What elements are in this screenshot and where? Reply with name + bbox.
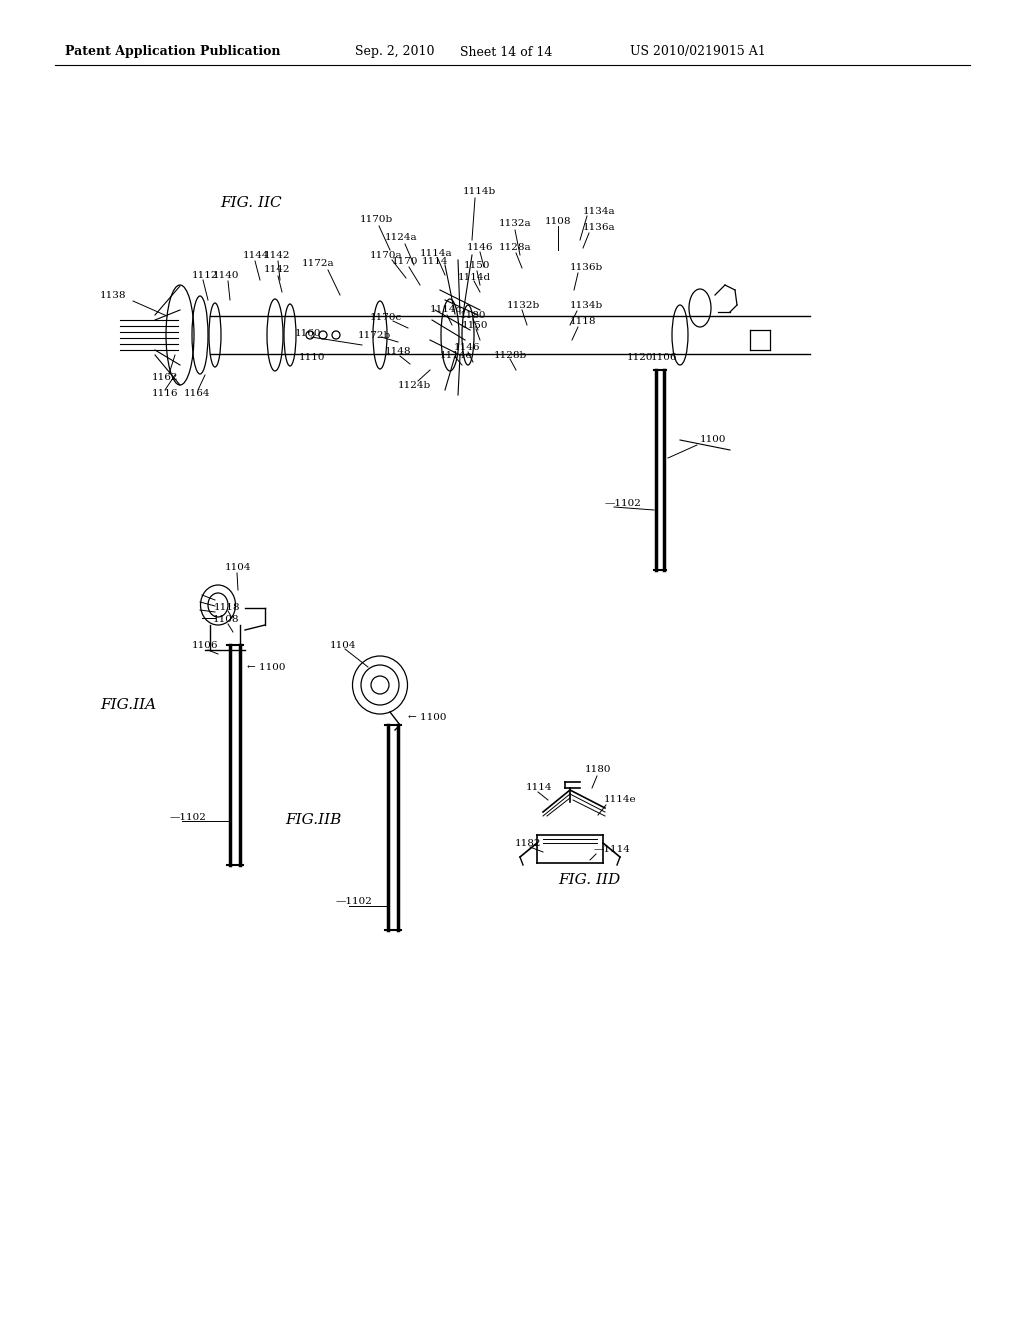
Text: 1180: 1180 [585, 766, 611, 775]
Text: FIG. IIC: FIG. IIC [220, 195, 282, 210]
Text: 1134a: 1134a [583, 206, 615, 215]
Text: 1114b: 1114b [463, 187, 497, 197]
Text: —1102: —1102 [336, 898, 373, 907]
Text: 1146: 1146 [454, 343, 480, 352]
Text: 1114e: 1114e [604, 796, 637, 804]
Text: 1114e: 1114e [440, 351, 473, 359]
Text: —1102: —1102 [170, 813, 207, 822]
Text: 1104: 1104 [225, 564, 252, 573]
Text: 1120: 1120 [627, 352, 653, 362]
Text: 1148: 1148 [385, 347, 412, 356]
Text: Sheet 14 of 14: Sheet 14 of 14 [460, 45, 552, 58]
Text: ← 1100: ← 1100 [408, 714, 446, 722]
Text: 1182: 1182 [515, 838, 542, 847]
Text: 1150: 1150 [464, 261, 490, 271]
Text: 1106: 1106 [651, 352, 678, 362]
Text: 1114a: 1114a [420, 248, 453, 257]
Text: 1180: 1180 [460, 310, 486, 319]
Text: FIG.IIA: FIG.IIA [100, 698, 156, 711]
Text: 1134b: 1134b [570, 301, 603, 310]
Text: —1102: —1102 [605, 499, 642, 508]
Text: 1124b: 1124b [398, 380, 431, 389]
Text: 1112: 1112 [193, 272, 218, 281]
Text: 1114c: 1114c [430, 305, 462, 314]
Text: 1172b: 1172b [358, 330, 391, 339]
Text: 1128a: 1128a [499, 243, 531, 252]
Text: 1110: 1110 [299, 352, 326, 362]
Text: 1170a: 1170a [370, 251, 402, 260]
Text: 1132a: 1132a [499, 219, 531, 228]
Text: 1164: 1164 [184, 388, 211, 397]
Text: 1114: 1114 [526, 783, 553, 792]
Text: 1142: 1142 [264, 265, 291, 275]
Text: 1104: 1104 [330, 640, 356, 649]
Text: FIG. IID: FIG. IID [558, 873, 621, 887]
Text: US 2010/0219015 A1: US 2010/0219015 A1 [630, 45, 766, 58]
Text: FIG.IIB: FIG.IIB [285, 813, 341, 828]
Text: 1116: 1116 [152, 388, 178, 397]
Text: 1170b: 1170b [360, 215, 393, 224]
Text: 1132b: 1132b [507, 301, 541, 309]
Text: Sep. 2, 2010: Sep. 2, 2010 [355, 45, 434, 58]
Text: 1142: 1142 [264, 251, 291, 260]
Text: 1106: 1106 [193, 640, 218, 649]
Text: 1118: 1118 [214, 602, 241, 611]
Text: 1144: 1144 [243, 251, 269, 260]
Text: 1114d: 1114d [458, 273, 492, 282]
Text: —1114: —1114 [594, 846, 631, 854]
Text: 1124a: 1124a [385, 234, 418, 243]
Text: 1108: 1108 [545, 216, 571, 226]
Text: 1136a: 1136a [583, 223, 615, 232]
Text: 1170: 1170 [392, 257, 419, 267]
Text: 1114: 1114 [422, 257, 449, 267]
Text: 1108: 1108 [213, 615, 240, 624]
Text: 1172a: 1172a [302, 260, 335, 268]
Text: ← 1100: ← 1100 [247, 663, 286, 672]
Text: Patent Application Publication: Patent Application Publication [65, 45, 281, 58]
Text: 1146: 1146 [467, 243, 494, 252]
Text: 1100: 1100 [700, 436, 726, 445]
Text: 1150: 1150 [462, 321, 488, 330]
Text: 1160: 1160 [295, 329, 322, 338]
Text: 1118: 1118 [570, 318, 597, 326]
Text: 1128b: 1128b [494, 351, 527, 359]
Text: 1170c: 1170c [370, 314, 402, 322]
Text: 1136b: 1136b [570, 264, 603, 272]
Text: 1140: 1140 [213, 272, 240, 281]
Text: 1162: 1162 [152, 374, 178, 383]
Text: 1138: 1138 [100, 292, 127, 301]
